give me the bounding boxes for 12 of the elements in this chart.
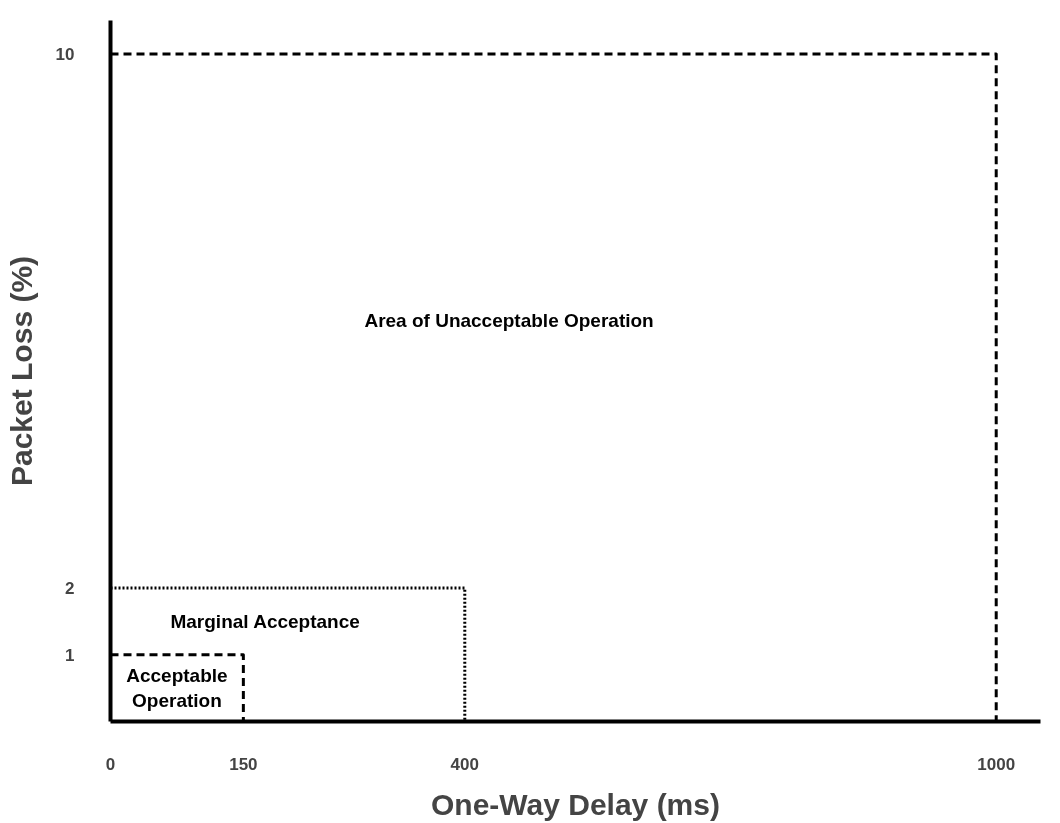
x-tick-label: 0 [105, 754, 116, 774]
x-tick-label: 1000 [977, 754, 1016, 774]
x-axis-title: One-Way Delay (ms) [431, 787, 720, 821]
annotation: Acceptable Operation [126, 665, 228, 712]
annotation: Marginal Acceptance [170, 610, 360, 632]
x-tick-label: 150 [229, 754, 258, 774]
y-tick-label: 1 [65, 645, 75, 665]
x-tick-label: 400 [450, 754, 479, 774]
annotation: Area of Unacceptable Operation [364, 310, 654, 332]
y-tick-label: 10 [55, 44, 75, 64]
y-tick-label: 2 [65, 578, 75, 598]
y-axis-title: Packet Loss (%) [4, 255, 38, 487]
